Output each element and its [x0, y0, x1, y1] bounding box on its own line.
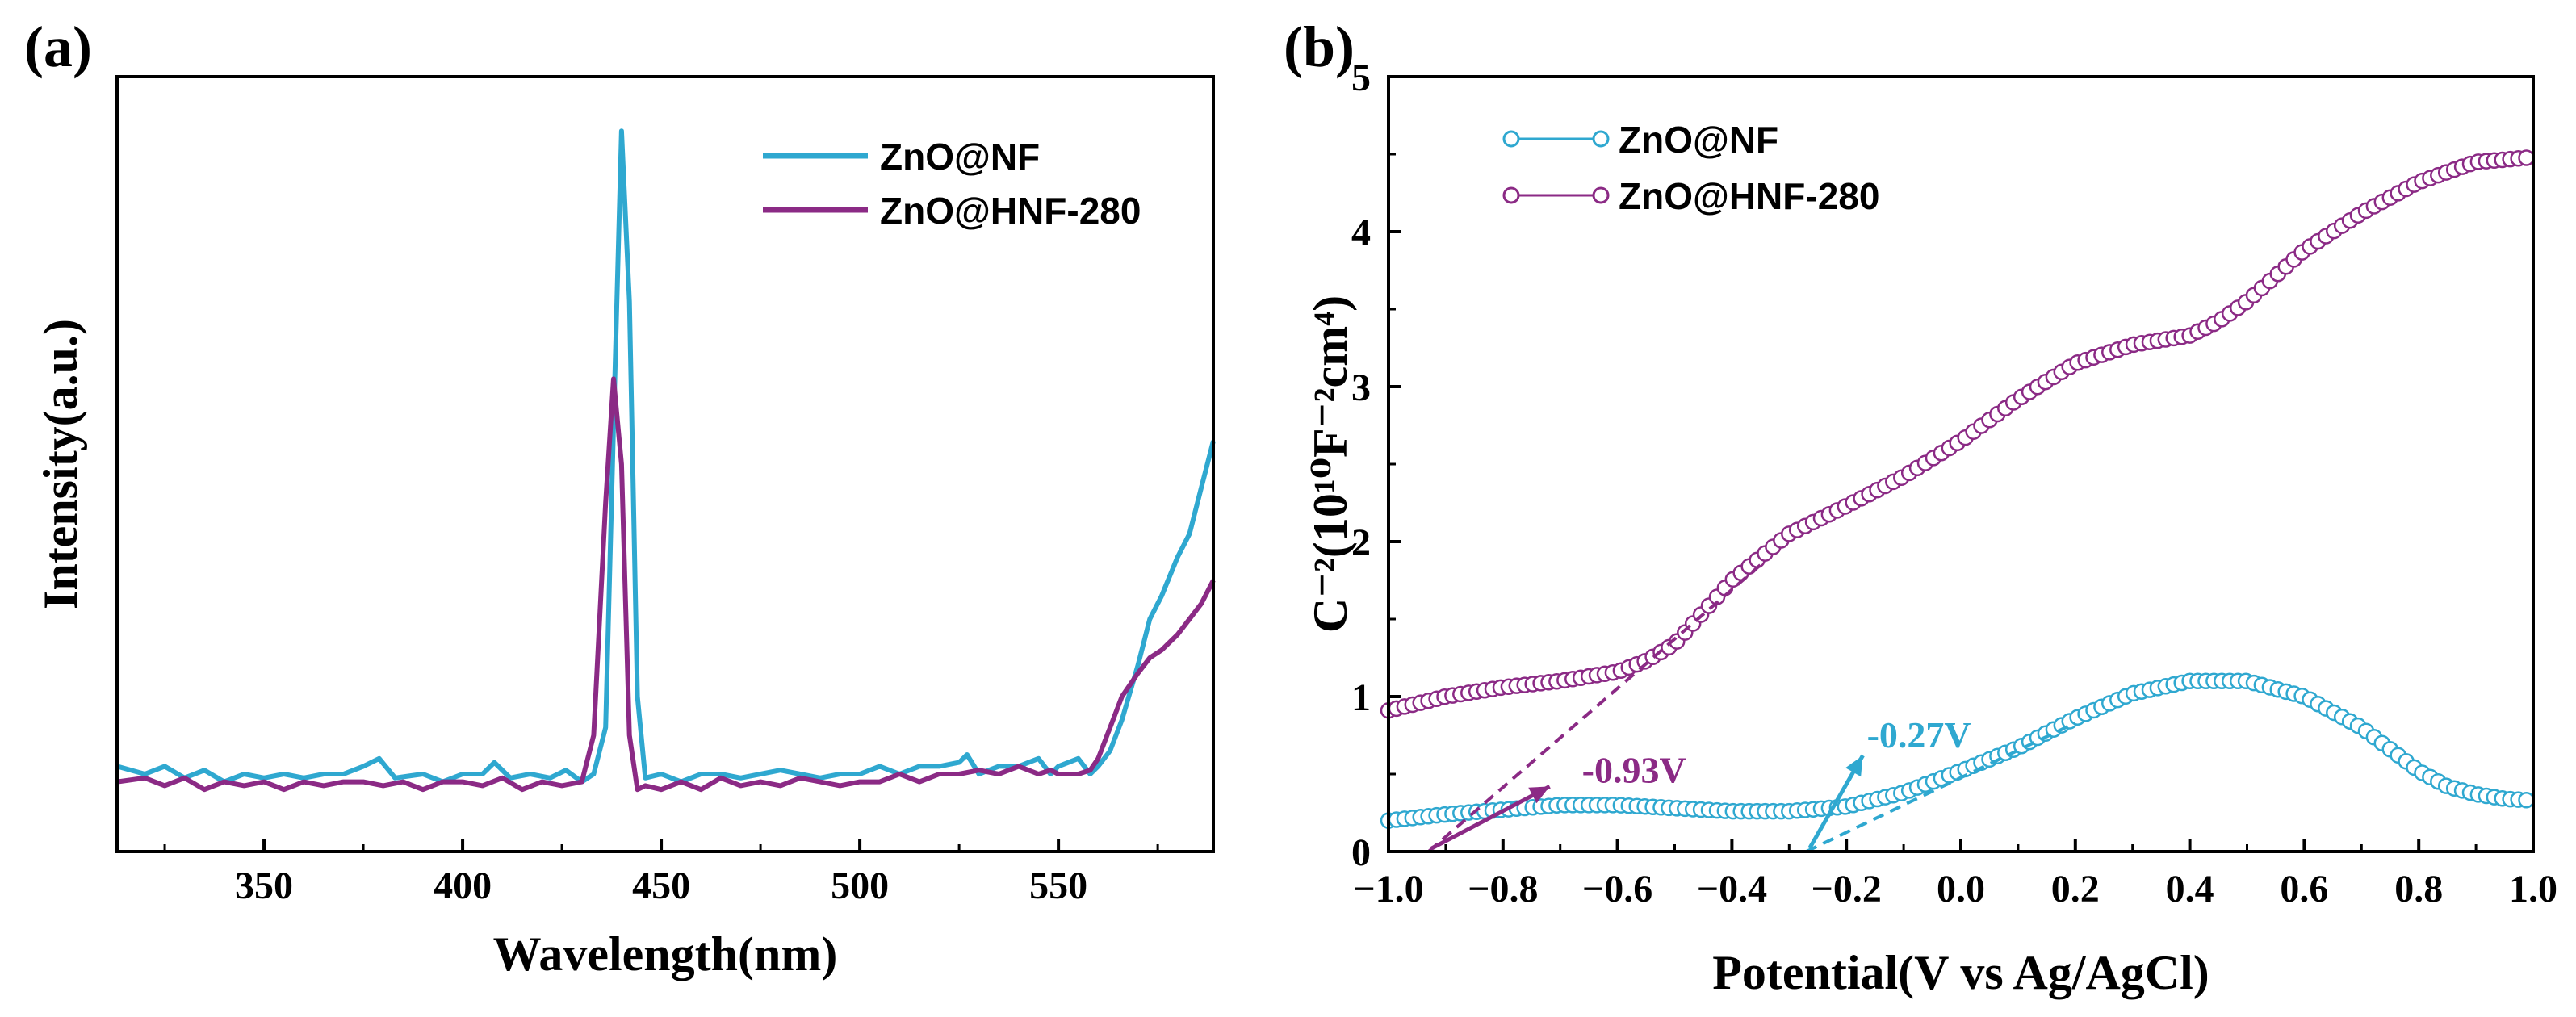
legend-a-label-zno-hnf280: ZnO@HNF-280: [880, 190, 1141, 232]
annotation-label-0: -0.93V: [1582, 749, 1686, 790]
data-point: [2518, 791, 2535, 809]
annotation-arrowhead-1: [1845, 755, 1863, 777]
data-point: [2518, 149, 2535, 166]
x-tick-label: 0.6: [2280, 868, 2328, 910]
y-tick-label: 4: [1351, 211, 1371, 254]
y-tick-label: 3: [1351, 366, 1371, 409]
fit-line-1: [1805, 721, 2076, 853]
annotation-label-1: -0.27V: [1867, 714, 1971, 755]
legend-b-marker-zno-nf-left: [1502, 130, 1520, 148]
x-tick-label: −1.0: [1353, 868, 1423, 910]
panel-a-legend: ZnO@NF ZnO@HNF-280: [763, 136, 1141, 232]
x-tick-label: 0.2: [2051, 868, 2100, 910]
x-tick-label-500: 500: [831, 864, 889, 907]
panel-a-letter: (a): [24, 15, 92, 79]
series-line-zno-hnf-280: [116, 376, 1216, 793]
y-tick-label: 2: [1351, 521, 1371, 564]
panel-a-y-axis-label: Intensity(a.u.): [34, 319, 87, 609]
legend-b-marker-zno-hnf280-left: [1502, 186, 1520, 204]
panel-a: (a) 350 400 450 500 550 Wavelength(nm) Inten…: [24, 15, 1216, 981]
x-tick-label-550: 550: [1029, 864, 1087, 907]
x-tick-label: −0.8: [1468, 868, 1538, 910]
legend-b-label-zno-nf: ZnO@NF: [1619, 119, 1778, 161]
x-tick-label: 0.8: [2394, 868, 2443, 910]
legend-b-marker-zno-hnf280-right: [1592, 186, 1610, 204]
panel-a-frame: [115, 75, 1215, 853]
panel-b-letter: (b): [1284, 15, 1355, 79]
panel-b-y-axis-label: C⁻²(10¹⁰F⁻²cm⁴): [1304, 295, 1357, 633]
x-tick-label-350: 350: [235, 864, 293, 907]
x-tick-label: 1.0: [2509, 868, 2557, 910]
series-zno-hnf-280: [1380, 149, 2535, 719]
series-zno-nf: [1380, 672, 2535, 829]
x-tick-label: −0.2: [1812, 868, 1882, 910]
x-tick-label: 0.0: [1937, 868, 1985, 910]
panel-b: (b) −1.0 −0.8 −0.6 −0.4 −0.2 0.0 0.2 0.4 0.6 0.8 1…: [1284, 15, 2557, 999]
panel-b-legend: ZnO@NF ZnO@HNF-280: [1502, 119, 1879, 217]
y-tick-label: 1: [1351, 676, 1371, 719]
legend-a-label-zno-nf: ZnO@NF: [880, 136, 1040, 178]
x-tick-label-450: 450: [632, 864, 690, 907]
y-tick-label: 5: [1351, 56, 1371, 99]
x-tick-label-400: 400: [434, 864, 492, 907]
x-tick-label: −0.6: [1582, 868, 1652, 910]
x-tick-label: 0.4: [2166, 868, 2214, 910]
legend-b-marker-zno-nf-right: [1592, 130, 1610, 148]
x-tick-label: −0.4: [1697, 868, 1767, 910]
y-tick-label: 0: [1351, 831, 1371, 874]
annotation-arrowhead-0: [1528, 786, 1550, 804]
panel-a-x-axis-label: Wavelength(nm): [493, 927, 838, 981]
legend-b-label-zno-hnf280: ZnO@HNF-280: [1619, 175, 1879, 217]
annotation-arrow-0: [1430, 785, 1551, 851]
panel-b-x-axis-label: Potential(V vs Ag/AgCl): [1712, 946, 2209, 999]
